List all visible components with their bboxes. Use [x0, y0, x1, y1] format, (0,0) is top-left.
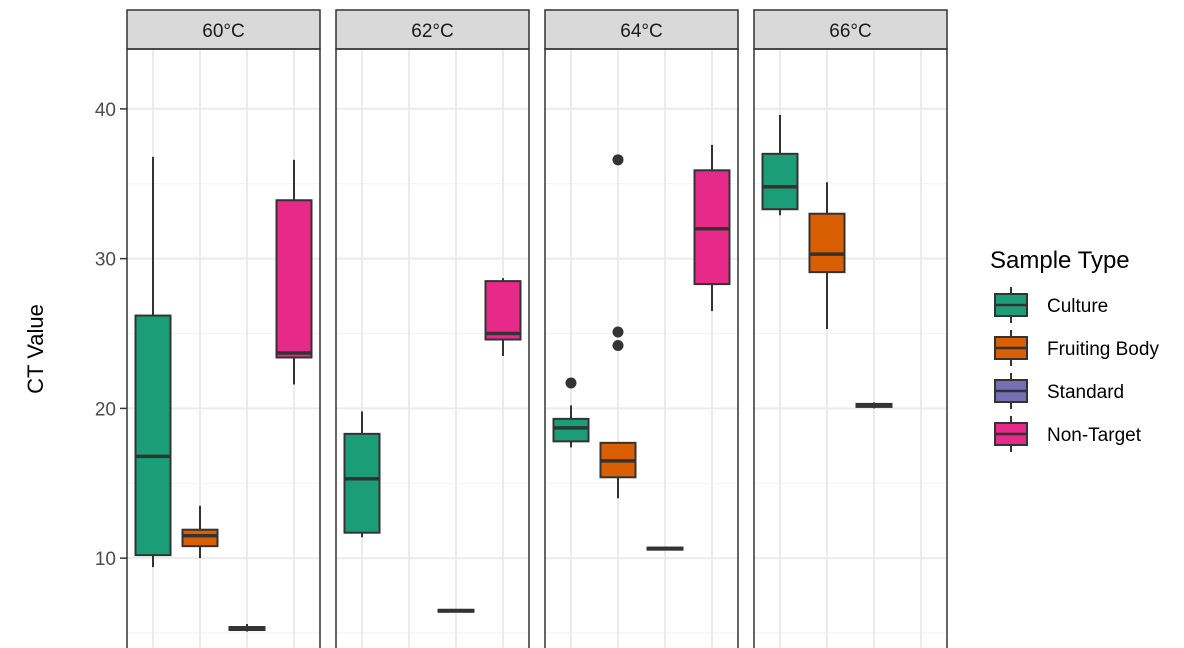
- y-axis-label: CT Value: [23, 304, 48, 394]
- outlier-point: [612, 326, 624, 338]
- box-culture: [761, 114, 799, 216]
- box-iqr: [552, 417, 590, 443]
- y-axis-ticks: 10 20 30 40: [95, 100, 127, 570]
- facet-strip-label: 60°C: [202, 21, 244, 42]
- panel-background: [545, 49, 738, 648]
- box-non-target: [484, 278, 522, 356]
- panel-border: [544, 48, 739, 648]
- facet-panels: 60°C 62°C 64°C 66°C: [126, 9, 948, 648]
- legend-item: Fruiting Body: [994, 330, 1159, 366]
- box-culture: [134, 156, 172, 568]
- box-iqr: [275, 199, 313, 359]
- panel-border: [126, 48, 321, 648]
- facet-panel: 62°C: [335, 9, 530, 648]
- facet-panel: 66°C: [753, 9, 948, 648]
- box-fruiting-body: [808, 182, 846, 330]
- facet-strip: [335, 9, 530, 50]
- facet-strip-label: 66°C: [829, 21, 871, 42]
- legend-label: Culture: [1047, 296, 1108, 317]
- facet-strip-label: 62°C: [411, 21, 453, 42]
- legend-label: Non-Target: [1047, 425, 1142, 446]
- facet-panel: 64°C: [544, 9, 739, 648]
- box-fruiting-body: [599, 154, 637, 499]
- box-iqr: [134, 314, 172, 557]
- facet-strip-label: 64°C: [620, 21, 662, 42]
- y-tick-label: 40: [95, 100, 116, 121]
- y-tick-label: 10: [95, 549, 116, 570]
- box-standard: [646, 546, 684, 551]
- box-culture: [552, 377, 590, 448]
- box-fruiting-body: [181, 505, 219, 559]
- outlier-point: [612, 340, 624, 352]
- box-iqr: [343, 432, 381, 534]
- outlier-point: [612, 154, 624, 166]
- box-iqr: [761, 152, 799, 211]
- legend-item: Culture: [994, 287, 1108, 323]
- facet-strip: [126, 9, 321, 50]
- box-non-target: [693, 144, 731, 312]
- panel-border: [335, 48, 530, 648]
- legend-item: Standard: [994, 373, 1124, 409]
- y-tick-label: 20: [95, 399, 116, 420]
- y-tick-label: 30: [95, 250, 116, 271]
- box-standard: [437, 608, 475, 613]
- box-standard: [228, 624, 266, 632]
- box-standard: [855, 402, 893, 409]
- panel-border: [753, 48, 948, 648]
- legend: Sample Type Culture Fruiting Body Standard…: [990, 247, 1159, 452]
- box-iqr: [181, 528, 219, 548]
- legend-title: Sample Type: [990, 247, 1130, 274]
- outlier-point: [565, 377, 577, 389]
- box-iqr: [808, 212, 846, 274]
- box-non-target: [275, 159, 313, 385]
- legend-item: Non-Target: [994, 416, 1142, 452]
- facet-strip: [544, 9, 739, 50]
- box-culture: [343, 411, 381, 538]
- legend-label: Fruiting Body: [1047, 339, 1159, 360]
- panel-background: [754, 49, 947, 648]
- box-iqr: [484, 280, 522, 341]
- panel-background: [336, 49, 529, 648]
- legend-label: Standard: [1047, 382, 1124, 403]
